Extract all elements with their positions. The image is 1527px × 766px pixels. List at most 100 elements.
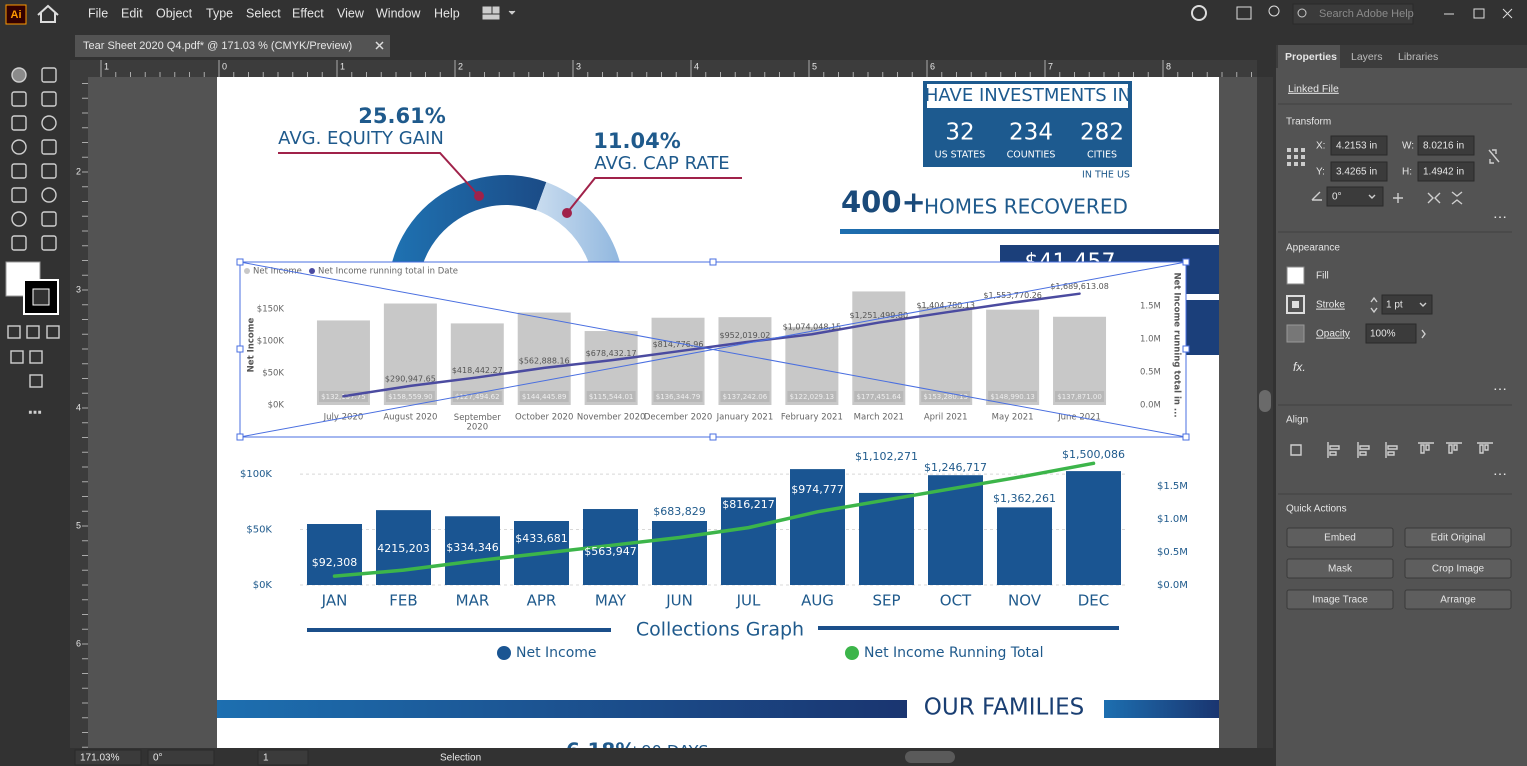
y-tick-label: $0K (268, 401, 285, 411)
align-icon[interactable] (1477, 442, 1493, 454)
tool[interactable] (41, 115, 57, 131)
dropdown[interactable] (1419, 302, 1427, 307)
handle[interactable] (1182, 345, 1190, 353)
menu-item[interactable]: Effect (292, 6, 324, 20)
x-input[interactable] (1330, 135, 1388, 156)
align-icon[interactable] (1446, 442, 1462, 454)
handle[interactable] (236, 258, 244, 266)
fx-button[interactable]: fx. (1293, 360, 1306, 374)
menu-item[interactable]: Window (376, 6, 421, 20)
scroll-thumb[interactable] (1259, 390, 1271, 412)
tool[interactable] (26, 325, 40, 339)
action-button[interactable] (1404, 558, 1512, 579)
workspace-switcher[interactable] (482, 6, 516, 20)
handle[interactable] (236, 433, 244, 441)
constrain-icon[interactable] (1488, 149, 1500, 164)
opacity-chip[interactable] (1286, 324, 1305, 343)
h-scroll-thumb[interactable] (905, 751, 955, 763)
handle[interactable] (709, 433, 717, 441)
more-tools[interactable]: ⋯ (27, 403, 42, 420)
document-tab[interactable] (75, 35, 390, 57)
angle-input[interactable] (1326, 186, 1384, 207)
align-icon[interactable] (1418, 442, 1434, 454)
h-input[interactable] (1417, 161, 1475, 182)
tool[interactable] (41, 67, 57, 83)
chevron[interactable] (1421, 329, 1426, 339)
opacity-input[interactable] (1365, 323, 1417, 344)
action-button[interactable] (1404, 527, 1512, 548)
align-icon[interactable] (1327, 442, 1340, 458)
tool[interactable] (11, 67, 27, 83)
action-button[interactable] (1286, 589, 1394, 610)
tool[interactable] (41, 139, 57, 155)
fill-chip[interactable] (1286, 266, 1305, 285)
discover[interactable] (1268, 5, 1280, 17)
more[interactable]: ⋯ (1493, 466, 1507, 482)
zoom-field[interactable] (74, 749, 142, 766)
linked-file[interactable]: Linked File (1288, 83, 1339, 95)
tool[interactable] (11, 235, 27, 251)
handle[interactable] (1182, 433, 1190, 441)
tool[interactable] (29, 374, 43, 388)
account[interactable] (1191, 5, 1207, 21)
panel-tab[interactable]: Libraries (1398, 51, 1438, 63)
tool[interactable] (7, 325, 21, 339)
tool[interactable] (41, 187, 57, 203)
scrollbar[interactable] (1257, 77, 1273, 748)
action-button[interactable] (1286, 527, 1394, 548)
bar (919, 306, 973, 405)
close-tab[interactable] (375, 41, 384, 50)
y-tick-label: $0K (253, 580, 273, 591)
stroke-input[interactable] (1381, 294, 1433, 315)
opacity-label[interactable]: Opacity (1316, 329, 1350, 340)
menu-item[interactable]: Help (434, 6, 460, 20)
search-box[interactable] (1292, 3, 1414, 25)
menu-item[interactable]: View (337, 6, 365, 20)
align-icon[interactable] (1385, 442, 1398, 458)
y-input[interactable] (1330, 161, 1388, 182)
tool[interactable] (10, 350, 24, 364)
artboard-field[interactable] (257, 749, 309, 766)
stroke-label[interactable]: Stroke (1316, 300, 1345, 311)
align-icon[interactable] (1290, 444, 1302, 456)
window-controls[interactable] (1444, 8, 1513, 19)
menu-item[interactable]: File (88, 6, 108, 20)
stroke-chip-inner (1292, 301, 1299, 308)
align-icon[interactable] (1357, 442, 1370, 458)
tool[interactable] (11, 91, 27, 107)
action-button[interactable] (1286, 558, 1394, 579)
action-button[interactable] (1404, 589, 1512, 610)
stroke-chip[interactable] (1286, 295, 1305, 314)
panel-tab[interactable]: Properties (1285, 51, 1337, 63)
tool[interactable] (11, 163, 27, 179)
tool[interactable] (11, 139, 27, 155)
w-input[interactable] (1417, 135, 1475, 156)
home[interactable] (37, 4, 59, 23)
tool[interactable] (41, 235, 57, 251)
menu-item[interactable]: Object (156, 6, 193, 20)
tool[interactable] (46, 325, 60, 339)
tool[interactable] (11, 187, 27, 203)
spinner[interactable] (1370, 296, 1378, 314)
reference-point[interactable] (1287, 148, 1305, 166)
tool[interactable] (41, 211, 57, 227)
menu-item[interactable]: Select (246, 6, 281, 20)
action-label: Image Trace (1312, 595, 1368, 606)
tool[interactable] (29, 350, 43, 364)
tool[interactable] (41, 91, 57, 107)
transform-icons[interactable] (1368, 191, 1463, 205)
handle[interactable] (236, 345, 244, 353)
section-title: Quick Actions (1286, 504, 1347, 515)
panel-icon[interactable] (1236, 6, 1252, 20)
panel-tab[interactable]: Layers (1351, 51, 1383, 63)
handle[interactable] (1182, 258, 1190, 266)
rotation-field[interactable] (147, 749, 215, 766)
tool[interactable] (41, 163, 57, 179)
menu-item[interactable]: Type (206, 6, 233, 20)
handle[interactable] (709, 258, 717, 266)
menu-item[interactable]: Edit (121, 6, 143, 20)
more[interactable]: ⋯ (1493, 381, 1507, 397)
more[interactable]: ⋯ (1493, 209, 1507, 225)
tool[interactable] (11, 211, 27, 227)
tool[interactable] (11, 115, 27, 131)
